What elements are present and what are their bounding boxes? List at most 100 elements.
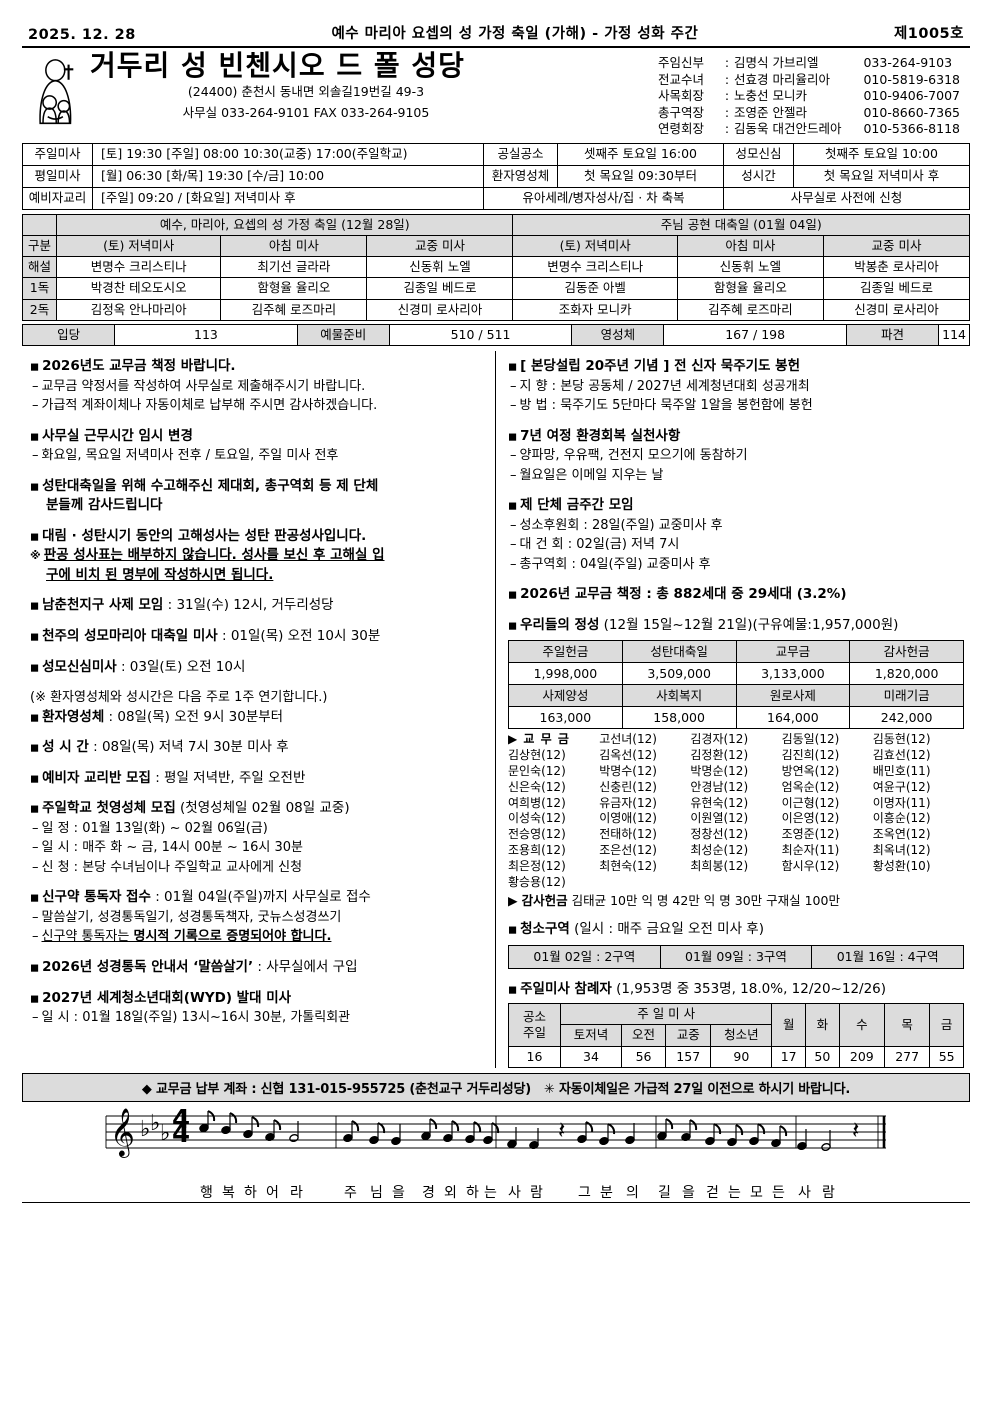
lectors-cell: 함형율 율리오	[676, 277, 824, 300]
schedule-value: [주일] 09:20 / [화요일] 저녁미사 후	[92, 186, 484, 210]
offering-head: 주일헌금	[508, 640, 623, 664]
account-banner-right: 자동이체일은 가급적 27일 이전으로 하시기 바랍니다.	[559, 1081, 851, 1097]
dues-name: 최순자(11)	[781, 843, 840, 858]
sacrament-request-label: 유아세례/병자성사/집 · 차 축복	[483, 186, 724, 210]
table-row: 입당 113 예물준비 510 / 511 영성체 167 / 198 파견 114	[21, 323, 970, 347]
offering-value: 242,000	[849, 706, 964, 730]
offering-value: 158,000	[621, 706, 737, 730]
contact-row: 총구역장: 조영준 안젤라 010-8660-7365	[656, 105, 962, 122]
right-column: ◼[ 본당설립 20주년 기념 ] 전 신자 묵주기도 봉헌 – 지 향 : 본당 …	[496, 351, 970, 1068]
contact-row: 주임신부: 김명식 가브리엘 033-264-9103	[656, 55, 962, 72]
square-bullet-icon: ◼	[508, 588, 518, 602]
contact-role: 총구역장	[658, 104, 705, 120]
dues-name: 김동현(12)	[872, 732, 931, 747]
dash-icon: –	[32, 929, 39, 945]
dues-name: 최은정(12)	[508, 858, 566, 873]
dash-icon: –	[32, 448, 39, 464]
announcement-note-underlined-cont: 구에 비치 된 명부에 작성하시면 됩니다.	[46, 566, 274, 583]
contact-colon: :	[724, 121, 730, 136]
dues-name: 문인숙(12)	[508, 763, 566, 778]
dues-name: 신충린(12)	[599, 779, 657, 794]
church-office-phone: 사무실 033-264-9101 FAX 033-264-9105	[182, 105, 430, 121]
lyric-syllable: 걷	[706, 1184, 719, 1201]
lyric-syllable: 는	[484, 1184, 497, 1201]
lectors-cell: 신경미 로사리아	[366, 298, 514, 321]
contact-phone: 033-264-9103	[863, 55, 953, 70]
lectors-group-title-1: 예수, 마리아, 요셉의 성 가정 축일 (12월 28일)	[55, 213, 514, 236]
spacer	[30, 647, 489, 658]
spacer	[30, 416, 489, 427]
note-flag-icon	[491, 1122, 500, 1134]
attendance-title-rest: (1,953명 중 353명, 18.0%, 12/20~12/26)	[611, 980, 887, 997]
dash-icon: –	[510, 448, 517, 464]
issue-number: 제1005호	[893, 26, 964, 42]
note-flag-icon	[473, 1121, 482, 1133]
lyric-syllable: 복	[222, 1184, 235, 1201]
square-bullet-icon: ◼	[30, 479, 40, 493]
lectors-row-label: 2독	[22, 298, 57, 321]
square-bullet-icon: ◼	[508, 360, 518, 373]
contact-phone: 010-9406-7007	[863, 88, 960, 103]
dues-name: 전승영(12)	[508, 827, 566, 842]
spacer	[30, 758, 489, 769]
dues-title: ▶ 교 무 금	[508, 732, 570, 747]
dash-icon: –	[32, 909, 39, 925]
announcement-heading: ◼ 2026년도 교무금 책정 바랍니다.	[30, 358, 236, 374]
attendance-head-wed: 수	[838, 1003, 885, 1047]
dues-name: 이원열(12)	[690, 811, 749, 826]
announcement-subitem: – 가급적 계좌이체나 자동이체로 납부해 주시면 감사하겠습니다.	[32, 398, 378, 414]
dues-name: 김정환(12)	[690, 748, 749, 763]
square-bullet-icon: ◼	[30, 660, 40, 674]
dues-name: 이명자(11)	[872, 795, 931, 810]
schedule-label: 예비자교리	[22, 186, 93, 210]
offering-head: 사제양성	[508, 684, 623, 708]
lyric-syllable: 람	[530, 1184, 543, 1201]
table-row: 16 34 56 157 90 17 50 209 277 55	[508, 1045, 964, 1068]
schedule-right-value-2: 첫 목요일 저녁미사 후	[793, 164, 970, 188]
stats-value: 114	[938, 323, 970, 347]
diamond-icon: ◆	[141, 1081, 152, 1097]
announcement-heading: ◼ 천주의 성모마리아 대축일 미사 : 01일(목) 오전 10시 30분	[30, 628, 381, 644]
lyric-syllable: 외	[444, 1184, 457, 1201]
dues-name: 안경남(12)	[690, 779, 749, 794]
stats-label: 예물준비	[296, 323, 390, 347]
offering-value: 1,820,000	[849, 662, 964, 686]
contact-phone: 010-5819-6318	[863, 71, 960, 87]
church-logo-icon	[39, 59, 74, 125]
announcement-subitem: – 성소후원회 : 28일(주일) 교중미사 후	[510, 517, 723, 533]
dash-icon: –	[32, 378, 39, 394]
lectors-column-head-4: 아침 미사	[676, 234, 824, 258]
lyric-syllable: 사	[508, 1184, 521, 1201]
attendance-value: 277	[883, 1045, 931, 1068]
lyric-syllable: 의	[626, 1184, 639, 1201]
contacts-block: 주임신부: 김명식 가브리엘 033-264-9103 전교수녀: 선효경 마리율리아 0…	[526, 51, 970, 138]
dues-name: 김효선(12)	[872, 748, 931, 763]
spacer	[30, 516, 489, 527]
lectors-cell: 신동휘 노엘	[676, 255, 824, 279]
header-divider	[22, 46, 970, 48]
square-bullet-icon: ◼	[30, 360, 40, 373]
dues-name: 김상현(12)	[508, 748, 566, 763]
square-bullet-icon: ◼	[30, 891, 40, 905]
note-flag-icon	[665, 1118, 674, 1130]
asterisk-icon: ※	[30, 549, 41, 563]
offering-head: 미래기금	[849, 684, 964, 708]
dues-name: 신은숙(12)	[508, 779, 566, 794]
contact-name: 조영준 안젤라	[734, 104, 807, 120]
square-bullet-icon: ◼	[508, 499, 518, 513]
lectors-cell: 김주혜 로즈마리	[220, 298, 368, 321]
left-column: ◼ 2026년도 교무금 책정 바랍니다. – 교무금 약정서를 작성하여 사무실로 …	[22, 351, 496, 1068]
offering-head: 사회복지	[621, 684, 737, 708]
dues-name: 여윤구(12)	[872, 779, 931, 794]
flat-icon: ♭	[160, 1121, 170, 1146]
spacer	[508, 605, 964, 616]
offering-value: 1,998,000	[508, 662, 623, 686]
announcement-heading: ◼ 우리들의 정성 (12월 15일~12월 21일)(구유예물:1,957,00…	[508, 616, 899, 633]
contact-row: 전교수녀: 선효경 마리율리아 010-5819-6318	[656, 72, 962, 89]
dash-icon: –	[32, 1010, 39, 1026]
bulletin-date: 2025. 12. 28	[28, 27, 136, 43]
schedule-right-label-1: 공실공소	[483, 142, 558, 166]
church-address: (24400) 춘천시 동내면 외솔길19번길 49-3	[187, 84, 425, 100]
dues-name: 김동일(12)	[781, 732, 840, 747]
lyric-syllable: 님	[370, 1184, 383, 1201]
